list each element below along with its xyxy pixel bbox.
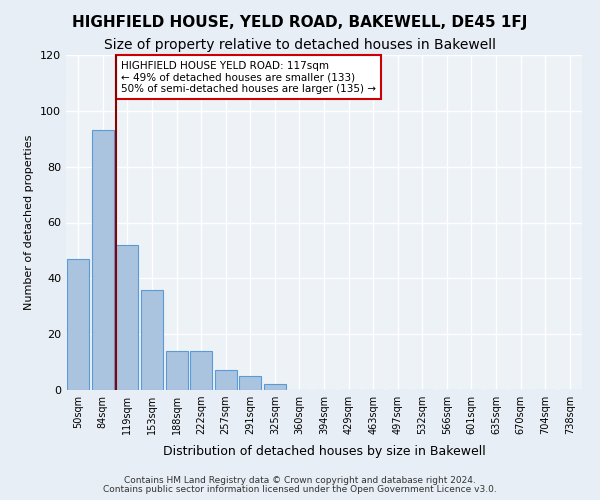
Bar xyxy=(67,259,89,390)
Text: Size of property relative to detached houses in Bakewell: Size of property relative to detached ho… xyxy=(104,38,496,52)
Text: HIGHFIELD HOUSE YELD ROAD: 117sqm
← 49% of detached houses are smaller (133)
50%: HIGHFIELD HOUSE YELD ROAD: 117sqm ← 49% … xyxy=(121,60,376,94)
Bar xyxy=(92,130,114,390)
Y-axis label: Number of detached properties: Number of detached properties xyxy=(25,135,34,310)
Text: Contains public sector information licensed under the Open Government Licence v3: Contains public sector information licen… xyxy=(103,485,497,494)
Bar xyxy=(166,351,188,390)
Text: Contains HM Land Registry data © Crown copyright and database right 2024.: Contains HM Land Registry data © Crown c… xyxy=(124,476,476,485)
Bar xyxy=(215,370,237,390)
Bar xyxy=(239,376,262,390)
Text: HIGHFIELD HOUSE, YELD ROAD, BAKEWELL, DE45 1FJ: HIGHFIELD HOUSE, YELD ROAD, BAKEWELL, DE… xyxy=(73,15,527,30)
Bar xyxy=(141,290,163,390)
Bar xyxy=(190,351,212,390)
X-axis label: Distribution of detached houses by size in Bakewell: Distribution of detached houses by size … xyxy=(163,446,485,458)
Bar xyxy=(116,245,139,390)
Bar xyxy=(264,384,286,390)
